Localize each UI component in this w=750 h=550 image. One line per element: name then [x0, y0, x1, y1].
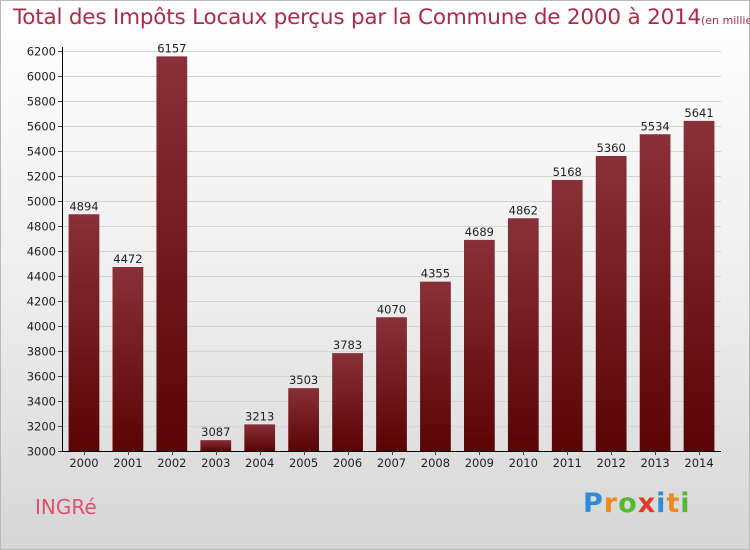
x-tick-label: 2007: [377, 456, 406, 470]
commune-name: INGRé: [35, 495, 97, 519]
bar-value-label: 5360: [597, 141, 626, 155]
x-tick-label: 2013: [640, 456, 669, 470]
bar: [332, 353, 363, 451]
x-tick-label: 2003: [201, 456, 230, 470]
bar: [595, 156, 627, 451]
x-tick-label: 2008: [421, 456, 450, 470]
logo-letter: o: [618, 488, 638, 519]
bar-value-label: 4472: [113, 252, 142, 266]
logo-letter: x: [637, 488, 657, 519]
bar-value-label: 3213: [245, 409, 274, 423]
logo-letter: P: [583, 488, 604, 519]
chart-title: Total des Impôts Locaux perçus par la Co…: [13, 5, 750, 30]
bar: [463, 239, 495, 451]
bar: [683, 120, 715, 451]
bar: [68, 214, 100, 451]
logo-letter: i: [680, 488, 691, 519]
x-tick-label: 2004: [245, 456, 274, 470]
bar-value-label: 5641: [684, 106, 713, 120]
x-tick-label: 2011: [553, 456, 582, 470]
bar-value-label: 5168: [553, 165, 582, 179]
bar-value-label: 5534: [640, 119, 669, 133]
x-tick-label: 2009: [465, 456, 494, 470]
bar: [639, 134, 671, 451]
y-tick-label: 3400: [27, 395, 56, 409]
x-tick-label: 2002: [157, 456, 186, 470]
bar-value-label: 3503: [289, 373, 318, 387]
y-tick-label: 5600: [27, 120, 56, 134]
y-tick-label: 5000: [27, 195, 56, 209]
chart-unit: (en milliers d'€): [701, 14, 750, 27]
y-tick-label: 6000: [27, 70, 56, 84]
x-tick-label: 2010: [509, 456, 538, 470]
bar-value-label: 4070: [377, 302, 406, 316]
bar: [244, 424, 276, 451]
bar: [420, 281, 451, 451]
bar: [288, 388, 320, 451]
bar: [376, 317, 407, 451]
bar-value-label: 3783: [333, 338, 362, 352]
bar-value-label: 4894: [69, 199, 98, 213]
x-tick-label: 2014: [684, 456, 713, 470]
y-tick-label: 6200: [27, 45, 56, 59]
y-tick-label: 5400: [27, 145, 56, 159]
bar-value-label: 3087: [201, 425, 230, 439]
x-tick-label: 2006: [333, 456, 362, 470]
y-tick-label: 3800: [27, 345, 56, 359]
bar: [551, 180, 583, 451]
y-tick-label: 4000: [27, 320, 56, 334]
y-tick-label: 3200: [27, 420, 56, 434]
logo-letter: i: [656, 488, 667, 519]
bar: [200, 440, 232, 451]
bar-value-label: 4355: [421, 267, 450, 281]
y-tick-label: 4800: [27, 220, 56, 234]
x-tick-label: 2000: [69, 456, 98, 470]
bar: [507, 218, 539, 451]
x-tick-label: 2012: [597, 456, 626, 470]
y-tick-label: 5800: [27, 95, 56, 109]
bar-value-label: 4689: [465, 225, 494, 239]
y-tick-label: 3000: [27, 445, 56, 459]
y-tick-label: 5200: [27, 170, 56, 184]
x-tick-label: 2005: [289, 456, 318, 470]
bar-value-label: 4862: [509, 203, 538, 217]
x-tick-label: 2001: [113, 456, 142, 470]
bar: [112, 267, 144, 451]
y-tick-label: 4400: [27, 270, 56, 284]
bar: [156, 56, 188, 451]
y-tick-label: 4200: [27, 295, 56, 309]
chart-title-text: Total des Impôts Locaux perçus par la Co…: [13, 5, 701, 30]
bar-value-label: 6157: [157, 41, 186, 55]
logo-letter: r: [603, 488, 619, 519]
y-tick-label: 3600: [27, 370, 56, 384]
proxiti-logo[interactable]: Proxiti: [583, 488, 691, 519]
logo-letter: t: [666, 488, 681, 519]
y-tick-label: 4600: [27, 245, 56, 259]
